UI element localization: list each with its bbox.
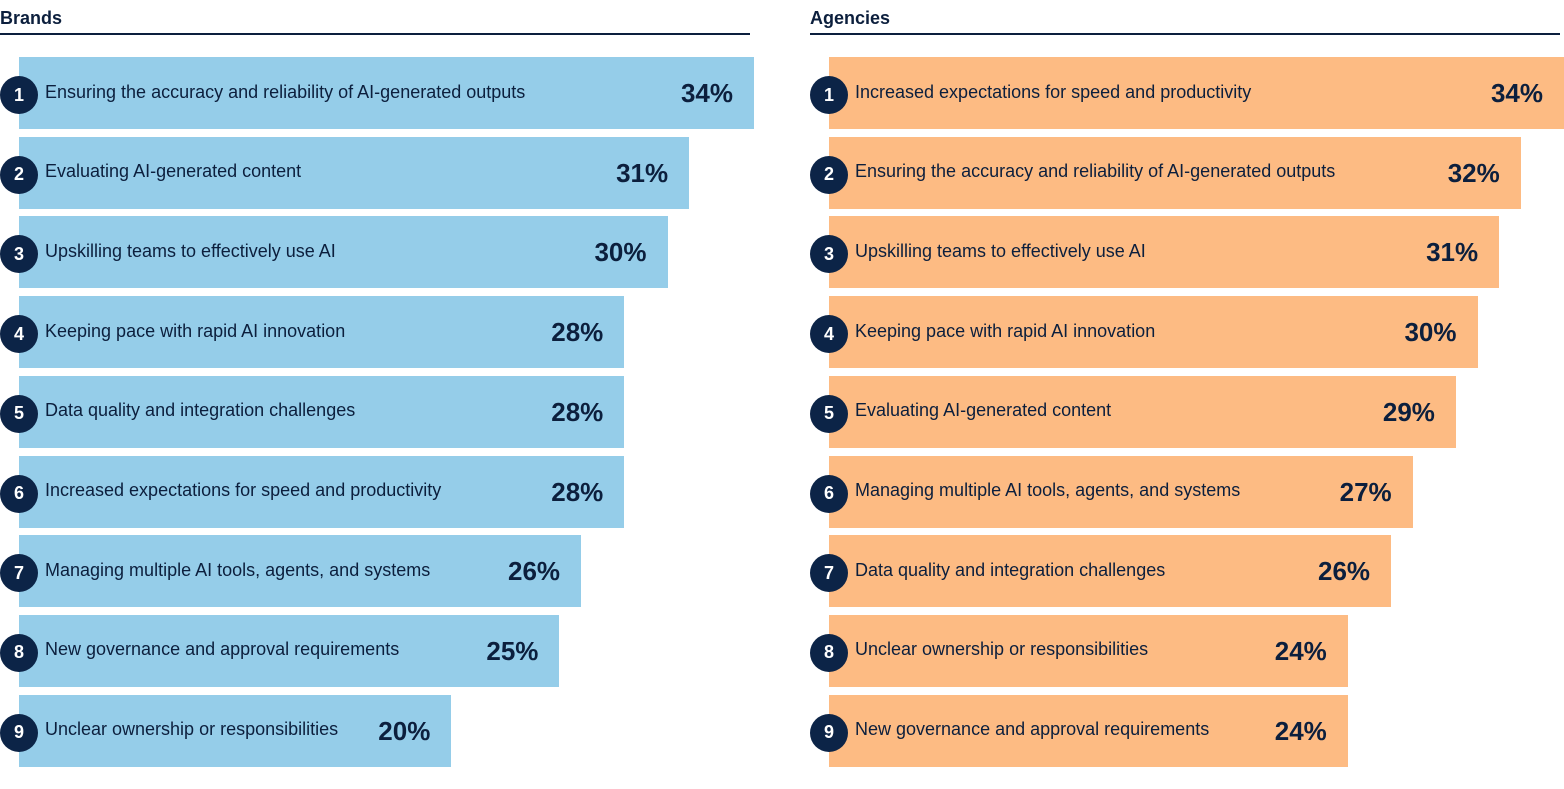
brands-panel: Brands 1 34% Ensuring the accuracy and rel… — [0, 0, 760, 789]
brands-rank-badge-4: 4 — [0, 315, 38, 354]
brands-rank-badge-2: 2 — [0, 155, 38, 194]
agencies-value-label-3: 31% — [1426, 237, 1479, 268]
agencies-value-label-1: 34% — [1490, 78, 1543, 108]
agencies-rank-badge-5: 5 — [810, 394, 848, 433]
brands-item-label-4: Keeping pace with rapid AI innovation — [45, 320, 346, 341]
brands-rank-badge-1: 1 — [0, 76, 38, 114]
brands-item-label-6: Increased expectations for speed and pro… — [45, 480, 442, 500]
agencies-rank-badge-3: 3 — [810, 235, 848, 274]
brands-item-label-2: Evaluating AI-generated content — [45, 161, 302, 182]
brands-bar-3 — [19, 216, 668, 289]
agencies-rank-badge-6: 6 — [810, 474, 848, 513]
agencies-rank-badge-8: 8 — [810, 633, 848, 672]
agencies-bar-6 — [829, 455, 1413, 528]
brands-bar-4 — [19, 296, 625, 369]
agencies-bar-4 — [829, 296, 1478, 369]
agencies-item-label-4: Keeping pace with rapid AI innovation — [855, 320, 1156, 341]
agencies-value-label-2: 32% — [1447, 157, 1500, 188]
brands-bar-7 — [19, 535, 582, 608]
agencies-rank-badge-2: 2 — [810, 155, 848, 194]
agencies-bar-3 — [829, 216, 1500, 289]
agencies-rank-badge-1: 1 — [810, 76, 848, 114]
agencies-value-label-7: 26% — [1318, 556, 1371, 587]
brands-rank-badge-6: 6 — [0, 474, 38, 513]
agencies-value-label-5: 29% — [1382, 396, 1435, 427]
brands-rank-badge-3: 3 — [0, 235, 38, 274]
agencies-bar-7 — [829, 535, 1392, 608]
brands-bar-2 — [19, 136, 690, 209]
brands-value-label-7: 26% — [508, 556, 561, 587]
agencies-bar-8 — [829, 614, 1348, 687]
agencies-value-label-6: 27% — [1339, 476, 1392, 507]
agencies-item-label-2: Ensuring the accuracy and reliability of… — [855, 161, 1336, 182]
brands-value-label-5: 28% — [551, 396, 604, 427]
brands-rank-badge-8: 8 — [0, 633, 38, 672]
brands-bar-9 — [19, 694, 452, 767]
brands-item-label-7: Managing multiple AI tools, agents, and … — [45, 559, 431, 580]
agencies-item-label-8: Unclear ownership or responsibilities — [855, 639, 1149, 660]
brands-item-label-9: Unclear ownership or responsibilities — [45, 719, 339, 740]
agencies-item-label-3: Upskilling teams to effectively use AI — [855, 240, 1146, 261]
agencies-panel: Agencies 1 34% Increased expectations for … — [810, 0, 1564, 789]
agencies-value-label-8: 24% — [1274, 635, 1327, 666]
agencies-bar-2 — [829, 136, 1521, 209]
brands-item-label-1: Ensuring the accuracy and reliability of… — [45, 81, 526, 102]
brands-rank-badge-9: 9 — [0, 713, 38, 752]
brands-bar-5 — [19, 375, 625, 448]
agencies-value-label-9: 24% — [1274, 715, 1327, 746]
agencies-item-label-7: Data quality and integration challenges — [855, 559, 1166, 580]
agencies-bar-9 — [829, 694, 1348, 767]
agencies-title-rule — [810, 33, 1560, 35]
agencies-bar-5 — [829, 375, 1456, 448]
agencies-rank-badge-4: 4 — [810, 315, 848, 354]
brands-value-label-6: 28% — [551, 476, 604, 507]
brands-title: Brands — [0, 8, 63, 28]
brands-value-label-4: 28% — [551, 317, 604, 348]
agencies-value-label-4: 30% — [1404, 317, 1457, 348]
brands-value-label-8: 25% — [486, 635, 539, 666]
brands-title-rule — [0, 33, 750, 35]
brands-item-label-8: New governance and approval requirements — [45, 639, 400, 660]
agencies-item-label-5: Evaluating AI-generated content — [855, 400, 1112, 421]
brands-value-label-9: 20% — [378, 715, 431, 746]
brands-value-label-3: 30% — [594, 237, 647, 268]
brands-item-label-3: Upskilling teams to effectively use AI — [45, 240, 336, 261]
brands-bar-8 — [19, 614, 560, 687]
agencies-rank-badge-7: 7 — [810, 554, 848, 593]
agencies-rank-badge-9: 9 — [810, 713, 848, 752]
brands-value-label-2: 31% — [616, 157, 669, 188]
agencies-item-label-1: Increased expectations for speed and pro… — [855, 81, 1252, 102]
agencies-item-label-9: New governance and approval requirements — [855, 719, 1210, 740]
brands-rank-badge-7: 7 — [0, 554, 38, 593]
brands-bar-6 — [19, 455, 625, 528]
agencies-item-label-6: Managing multiple AI tools, agents, and … — [855, 480, 1241, 500]
agencies-title: Agencies — [810, 8, 891, 28]
agencies-bar-1 — [829, 57, 1564, 129]
brands-value-label-1: 34% — [680, 78, 733, 108]
brands-rank-badge-5: 5 — [0, 394, 38, 433]
brands-bar-1 — [19, 57, 754, 129]
brands-item-label-5: Data quality and integration challenges — [45, 400, 356, 421]
